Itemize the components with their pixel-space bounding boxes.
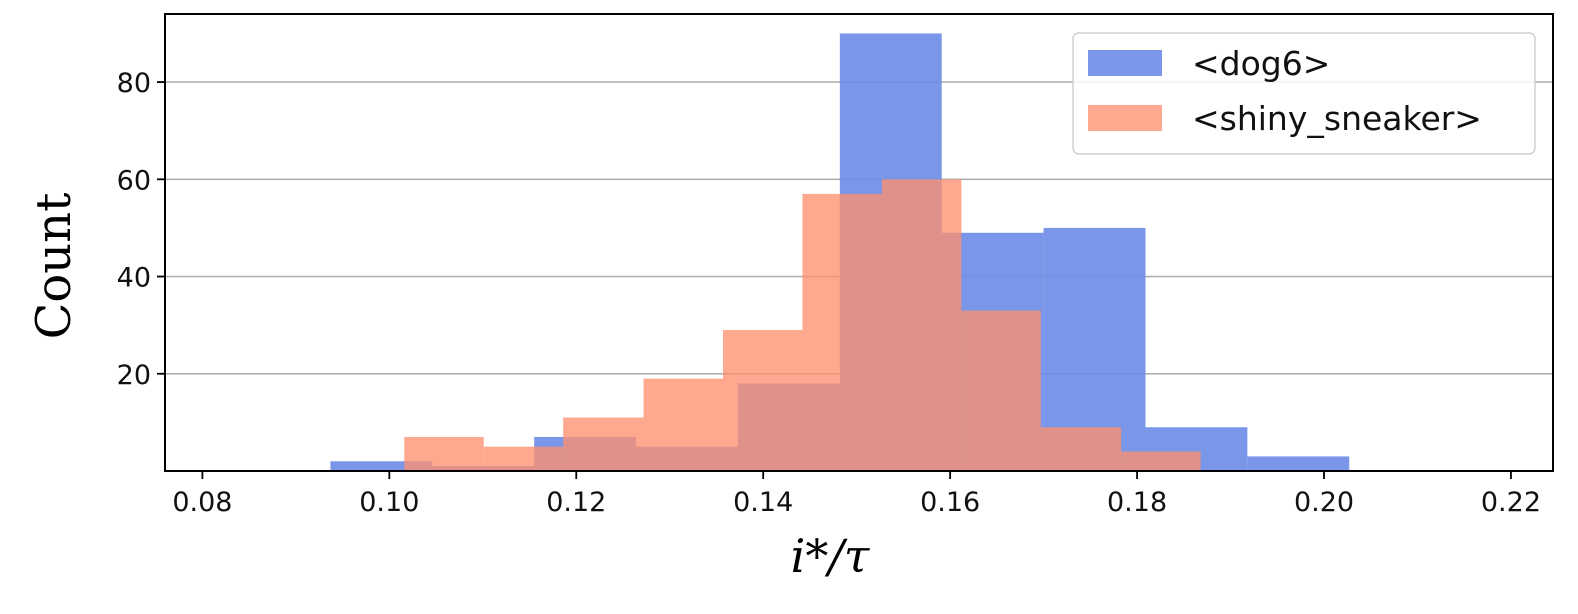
bar-dog6 [330, 461, 433, 471]
legend-box [1072, 32, 1536, 155]
bar-shiny-sneaker [802, 193, 882, 471]
x-tick-label: 0.14 [733, 487, 793, 518]
legend-swatch-dog6 [1088, 50, 1162, 76]
bar-dog6 [1247, 456, 1350, 471]
x-tick-label: 0.10 [359, 487, 419, 518]
legend-swatch-shiny-sneaker [1088, 105, 1162, 131]
plot-frame [164, 13, 1554, 472]
y-axis-title: Count [26, 193, 82, 340]
x-tick-label: 0.08 [172, 487, 232, 518]
y-tick-label: 20 [117, 360, 151, 391]
x-tick-label: 0.12 [546, 487, 606, 518]
legend: <dog6> <shiny_sneaker> [1072, 32, 1536, 155]
x-axis-title: i*/τ [791, 529, 871, 583]
x-tick-label: 0.20 [1294, 487, 1354, 518]
x-tick-label: 0.18 [1107, 487, 1167, 518]
bar-shiny-sneaker [1040, 427, 1122, 471]
bar-shiny-sneaker [961, 310, 1041, 471]
bar-shiny-sneaker [1121, 451, 1201, 471]
bar-shiny-sneaker [643, 378, 724, 471]
bar-shiny-sneaker [881, 179, 962, 472]
y-tick-label: 80 [117, 68, 151, 99]
y-tick-label: 40 [117, 263, 151, 294]
histogram-bars [330, 33, 1350, 472]
x-axis-ticks: 0.08 0.10 0.12 0.14 0.16 0.18 0.20 0.22 [172, 471, 1541, 518]
y-axis-ticks: 20 40 60 80 [117, 68, 165, 391]
legend-label-shiny-sneaker: <shiny_sneaker> [1192, 99, 1482, 138]
bar-shiny-sneaker [404, 436, 484, 471]
bar-shiny-sneaker [483, 446, 564, 471]
x-tick-label: 0.22 [1481, 487, 1541, 518]
legend-label-dog6: <dog6> [1192, 44, 1330, 83]
bar-shiny-sneaker [563, 417, 644, 471]
bar-shiny-sneaker [723, 330, 803, 471]
y-tick-label: 60 [117, 165, 151, 196]
x-tick-label: 0.16 [920, 487, 980, 518]
